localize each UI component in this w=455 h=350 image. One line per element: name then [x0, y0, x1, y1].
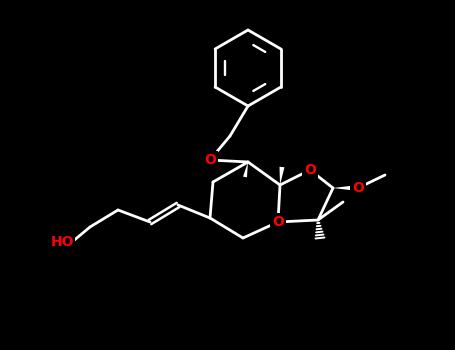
Text: O: O	[272, 215, 284, 229]
Text: HO: HO	[50, 235, 74, 249]
Polygon shape	[333, 185, 358, 191]
Polygon shape	[279, 167, 284, 185]
Text: O: O	[352, 181, 364, 195]
Polygon shape	[243, 162, 248, 177]
Text: O: O	[304, 163, 316, 177]
Text: O: O	[204, 153, 216, 167]
